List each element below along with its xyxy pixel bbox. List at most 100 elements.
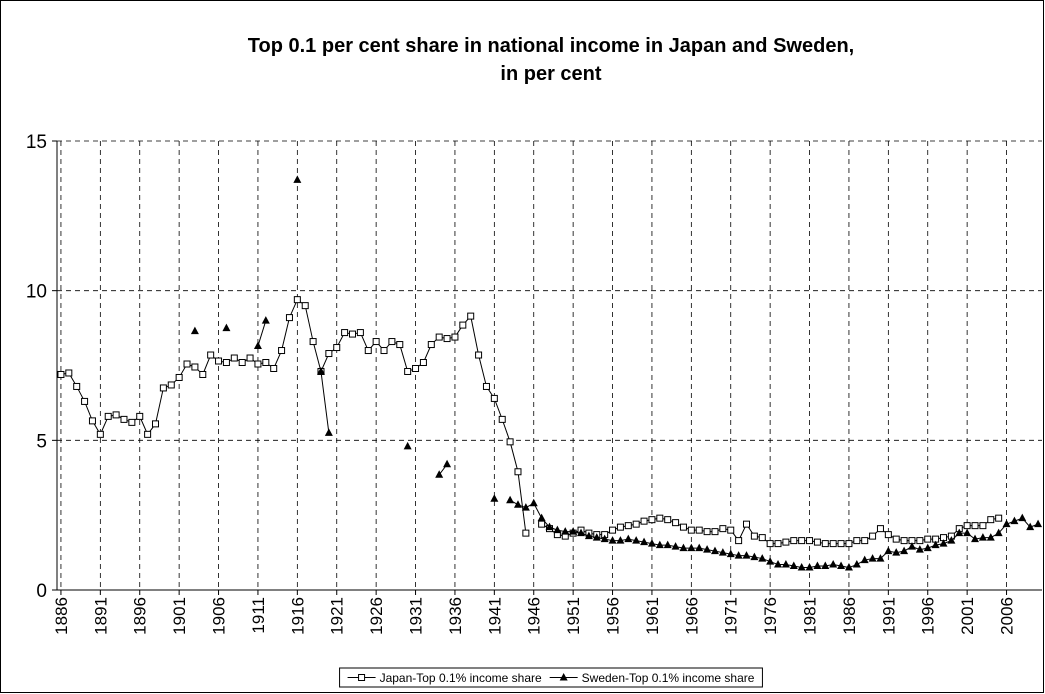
marker-square [632, 520, 640, 528]
marker-triangle [884, 546, 893, 555]
marker-triangle [600, 534, 609, 543]
series-line [257, 320, 1039, 569]
marker-triangle [561, 527, 570, 535]
marker-triangle [655, 540, 664, 549]
marker-triangle [1002, 519, 1011, 528]
x-tick-label: 1951 [564, 597, 583, 635]
marker-triangle [443, 459, 452, 468]
marker-triangle [253, 341, 262, 350]
x-tick-label: 2006 [998, 597, 1017, 635]
marker-triangle [435, 470, 444, 478]
marker-square [191, 363, 199, 371]
marker-square [916, 537, 924, 545]
marker-square [199, 370, 207, 378]
marker-square [616, 523, 624, 531]
marker-square [853, 537, 861, 545]
marker-triangle [1018, 513, 1027, 522]
marker-triangle [805, 563, 814, 571]
marker-triangle [734, 551, 743, 559]
x-tick-label: 1986 [840, 597, 859, 635]
y-tick-label: 10 [26, 282, 47, 303]
marker-square [798, 537, 806, 545]
marker-square [435, 333, 443, 341]
marker-square [735, 537, 743, 545]
marker-square [806, 537, 814, 545]
x-tick-label: 1956 [604, 597, 623, 635]
marker-triangle [592, 533, 601, 541]
marker-square [743, 520, 750, 528]
marker-triangle [750, 552, 759, 561]
chart-title: Top 0.1 per cent share in national incom… [248, 35, 854, 57]
marker-square [656, 514, 664, 522]
marker-square [333, 344, 341, 352]
marker-square [884, 531, 892, 539]
marker-square [372, 338, 380, 346]
marker-triangle [710, 546, 719, 555]
marker-triangle [577, 528, 586, 537]
marker-triangle [726, 549, 735, 558]
marker-triangle [616, 536, 625, 544]
marker-triangle [876, 554, 885, 562]
legend: Japan-Top 0.1% income share Sweden-Top 0.… [339, 667, 763, 688]
marker-triangle [986, 533, 995, 541]
x-tick-label: 1941 [485, 597, 504, 635]
chart-title: in per cent [500, 63, 601, 85]
marker-square [774, 540, 782, 548]
marker-square [821, 540, 829, 548]
marker-square [876, 525, 884, 533]
marker-triangle [907, 542, 916, 550]
marker-square [388, 338, 396, 346]
marker-triangle [569, 527, 578, 535]
marker-square [159, 384, 167, 392]
marker-square [341, 329, 349, 337]
x-tick-label: 1966 [682, 597, 701, 635]
marker-square [900, 537, 908, 545]
marker-triangle [813, 561, 822, 570]
marker-triangle [774, 560, 783, 568]
marker-triangle [915, 545, 924, 553]
marker-square [451, 333, 459, 341]
marker-square [144, 430, 152, 438]
marker-square [88, 417, 96, 425]
x-tick-label: 1961 [643, 597, 662, 635]
marker-triangle [679, 543, 688, 552]
marker-square [380, 347, 388, 355]
x-tick-label: 1931 [407, 597, 426, 635]
x-tick-label: 1886 [52, 597, 71, 635]
marker-square [648, 516, 656, 524]
marker-triangle [939, 539, 948, 547]
marker-triangle [789, 561, 798, 570]
marker-square [222, 359, 230, 367]
x-tick-label: 1946 [525, 597, 544, 635]
marker-square [522, 529, 530, 537]
marker-triangle [553, 525, 562, 534]
marker-square [215, 357, 223, 365]
marker-triangle [608, 536, 617, 544]
marker-triangle [852, 560, 861, 568]
marker-triangle [797, 563, 806, 571]
marker-triangle [1026, 522, 1035, 531]
marker-square [459, 321, 467, 329]
x-tick-label: 1991 [879, 597, 898, 635]
x-tick-label: 1996 [919, 597, 938, 635]
marker-triangle [900, 546, 909, 555]
marker-square [987, 516, 995, 524]
marker-triangle [222, 323, 231, 332]
marker-square [104, 412, 112, 420]
marker-triangle [955, 528, 964, 537]
marker-square [624, 522, 632, 530]
marker-square [443, 335, 451, 343]
marker-square [979, 522, 987, 530]
marker-triangle [758, 554, 767, 562]
marker-triangle [403, 441, 412, 450]
marker-square [238, 359, 246, 367]
marker-triangle [632, 536, 641, 544]
marker-square [309, 338, 317, 346]
marker-square [427, 341, 435, 349]
marker-square [538, 520, 546, 528]
marker-square [695, 526, 703, 534]
marker-triangle [868, 554, 877, 562]
marker-triangle [766, 557, 775, 565]
marker-square [514, 468, 522, 476]
x-tick-label: 1891 [91, 597, 110, 635]
